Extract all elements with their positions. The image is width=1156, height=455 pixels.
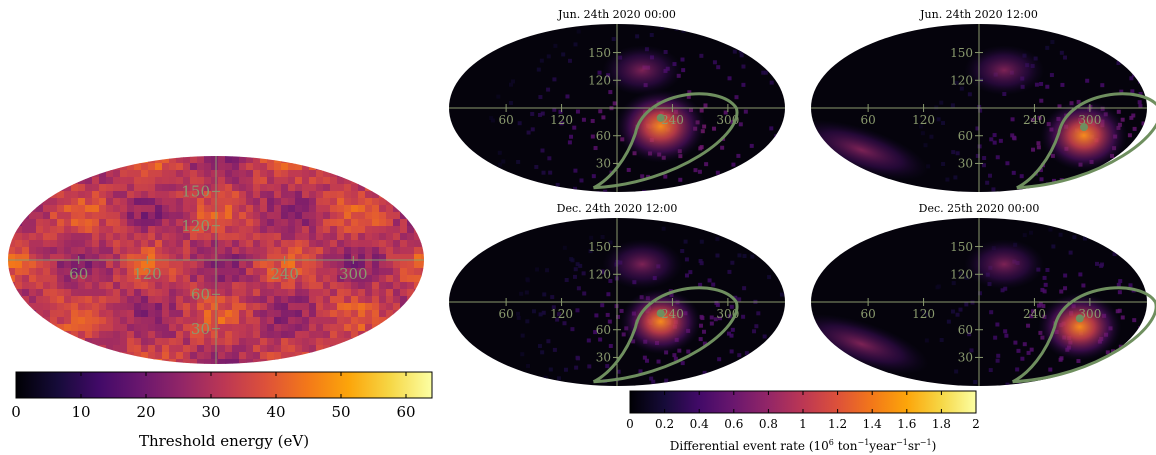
lat-grid-label: 150 xyxy=(588,240,611,254)
label-text: ton xyxy=(834,439,858,453)
colorbar-tick-label: 0.2 xyxy=(655,417,674,431)
label-text: year xyxy=(868,439,896,453)
diffuse-lobe xyxy=(964,239,1045,290)
threshold-energy-map: 60 120 240 300 30 60 120 150 0 10 20 30 40 50 60 Thresh… xyxy=(8,156,433,450)
lon-grid-label: 120 xyxy=(550,113,573,127)
hotspot xyxy=(1040,100,1128,171)
label-text: ) xyxy=(932,439,937,453)
lat-grid-label: 60 xyxy=(958,323,973,337)
colorbar-tick-label: 1.4 xyxy=(863,417,882,431)
lat-grid-label: 60 xyxy=(596,129,611,143)
colorbar-tick-label: 0.6 xyxy=(724,417,743,431)
colorbar-tick-label: 10 xyxy=(71,403,90,421)
orbit-curve xyxy=(592,286,739,384)
lat-grid-label: 120 xyxy=(588,267,611,281)
lon-grid-label: 120 xyxy=(550,307,573,321)
lon-grid-label: 240 xyxy=(1023,307,1046,321)
colorbar-tick-label: 0 xyxy=(626,417,634,431)
lon-grid-label: 60 xyxy=(860,113,875,127)
lon-grid-label: 240 xyxy=(661,307,684,321)
lon-grid-label: 300 xyxy=(1078,307,1101,321)
lat-grid-label: 60 xyxy=(191,286,210,304)
lon-grid-label: 60 xyxy=(498,113,513,127)
colorbar-tick-label: 0.4 xyxy=(690,417,709,431)
lon-grid-label: 240 xyxy=(1023,113,1046,127)
label-text: sr xyxy=(908,439,920,453)
hotspot xyxy=(1038,293,1122,361)
lon-grid-label: 60 xyxy=(860,307,875,321)
threshold-heatmap xyxy=(8,156,424,364)
colorbar-gradient xyxy=(15,371,433,399)
lat-grid-label: 30 xyxy=(191,320,210,338)
orbit-curve xyxy=(1011,286,1156,384)
colorbar-tick-label: 50 xyxy=(331,403,350,421)
lat-grid-label: 150 xyxy=(588,46,611,60)
colorbar-tick-label: 0.8 xyxy=(759,417,778,431)
threshold-colorbar: 0 10 20 30 40 50 60 Threshold energy (eV) xyxy=(11,371,433,450)
lat-grid-label: 120 xyxy=(181,217,210,235)
lat-grid-label: 30 xyxy=(958,157,973,171)
event-rate-map: 60 120 240 300 30 60 120 150 Dec. 25th 2020 00:0… xyxy=(811,202,1156,386)
orbit-curve xyxy=(592,92,739,190)
colorbar-tick-label: 40 xyxy=(266,403,285,421)
lat-grid-label: 120 xyxy=(950,267,973,281)
lat-grid-label: 150 xyxy=(950,240,973,254)
event-heatmap xyxy=(811,40,1147,192)
diffuse-band xyxy=(811,313,929,375)
colorbar-tick-label: 0 xyxy=(11,403,21,421)
lat-grid-label: 60 xyxy=(958,129,973,143)
orbit-curve xyxy=(1016,92,1156,190)
colorbar-label: Differential event rate (106 ton−1year−1… xyxy=(670,438,937,453)
diffuse-lobe xyxy=(602,239,683,290)
current-position-marker xyxy=(1075,314,1084,323)
lat-grid-label: 120 xyxy=(950,73,973,87)
diffuse-band xyxy=(811,119,929,181)
colorbar-tick-label: 60 xyxy=(396,403,415,421)
panel-title: Dec. 25th 2020 00:00 xyxy=(919,202,1040,215)
lon-grid-label: 240 xyxy=(270,265,299,283)
event-rate-colorbar: 0 0.2 0.4 0.6 0.8 1 1.2 1.4 1.6 1.8 2 Differential … xyxy=(626,390,980,453)
colorbar-tick-label: 1.8 xyxy=(932,417,951,431)
lat-grid-label: 150 xyxy=(181,183,210,201)
lat-grid-label: 30 xyxy=(958,351,973,365)
colorbar-tick-label: 1.2 xyxy=(828,417,847,431)
diffuse-lobe xyxy=(964,45,1045,96)
label-text: Differential event rate (10 xyxy=(670,439,829,453)
panel-title: Jun. 24th 2020 00:00 xyxy=(557,8,676,21)
colorbar-tick-label: 1 xyxy=(799,417,807,431)
current-position-marker xyxy=(656,309,665,318)
event-heatmap xyxy=(515,226,785,386)
label-exponent: 6 xyxy=(829,438,834,447)
current-position-marker xyxy=(656,113,665,122)
lon-grid-label: 240 xyxy=(661,113,684,127)
lon-grid-label: 60 xyxy=(498,307,513,321)
lat-grid-label: 60 xyxy=(596,323,611,337)
colorbar-tick-label: 20 xyxy=(136,403,155,421)
hotspot xyxy=(620,289,701,355)
colorbar-label: Threshold energy (eV) xyxy=(139,432,309,450)
diffuse-lobe xyxy=(602,45,683,96)
panel-title: Dec. 24th 2020 12:00 xyxy=(557,202,678,215)
lon-grid-label: 300 xyxy=(339,265,368,283)
lat-grid-label: 120 xyxy=(588,73,611,87)
lon-grid-label: 120 xyxy=(912,307,935,321)
lat-grid-label: 30 xyxy=(596,351,611,365)
colorbar-tick-label: 1.6 xyxy=(897,417,916,431)
panel-title: Jun. 24th 2020 12:00 xyxy=(919,8,1038,21)
lon-grid-label: 120 xyxy=(133,265,162,283)
colorbar-tick-label: 2 xyxy=(972,417,980,431)
label-exponent: −1 xyxy=(920,438,932,447)
lon-grid-label: 60 xyxy=(69,265,88,283)
lon-grid-label: 120 xyxy=(912,113,935,127)
label-exponent: −1 xyxy=(896,438,908,447)
current-position-marker xyxy=(1080,123,1088,132)
colorbar-tick-label: 30 xyxy=(201,403,220,421)
lat-grid-label: 150 xyxy=(950,46,973,60)
lat-grid-label: 30 xyxy=(596,157,611,171)
label-exponent: −1 xyxy=(857,438,869,447)
